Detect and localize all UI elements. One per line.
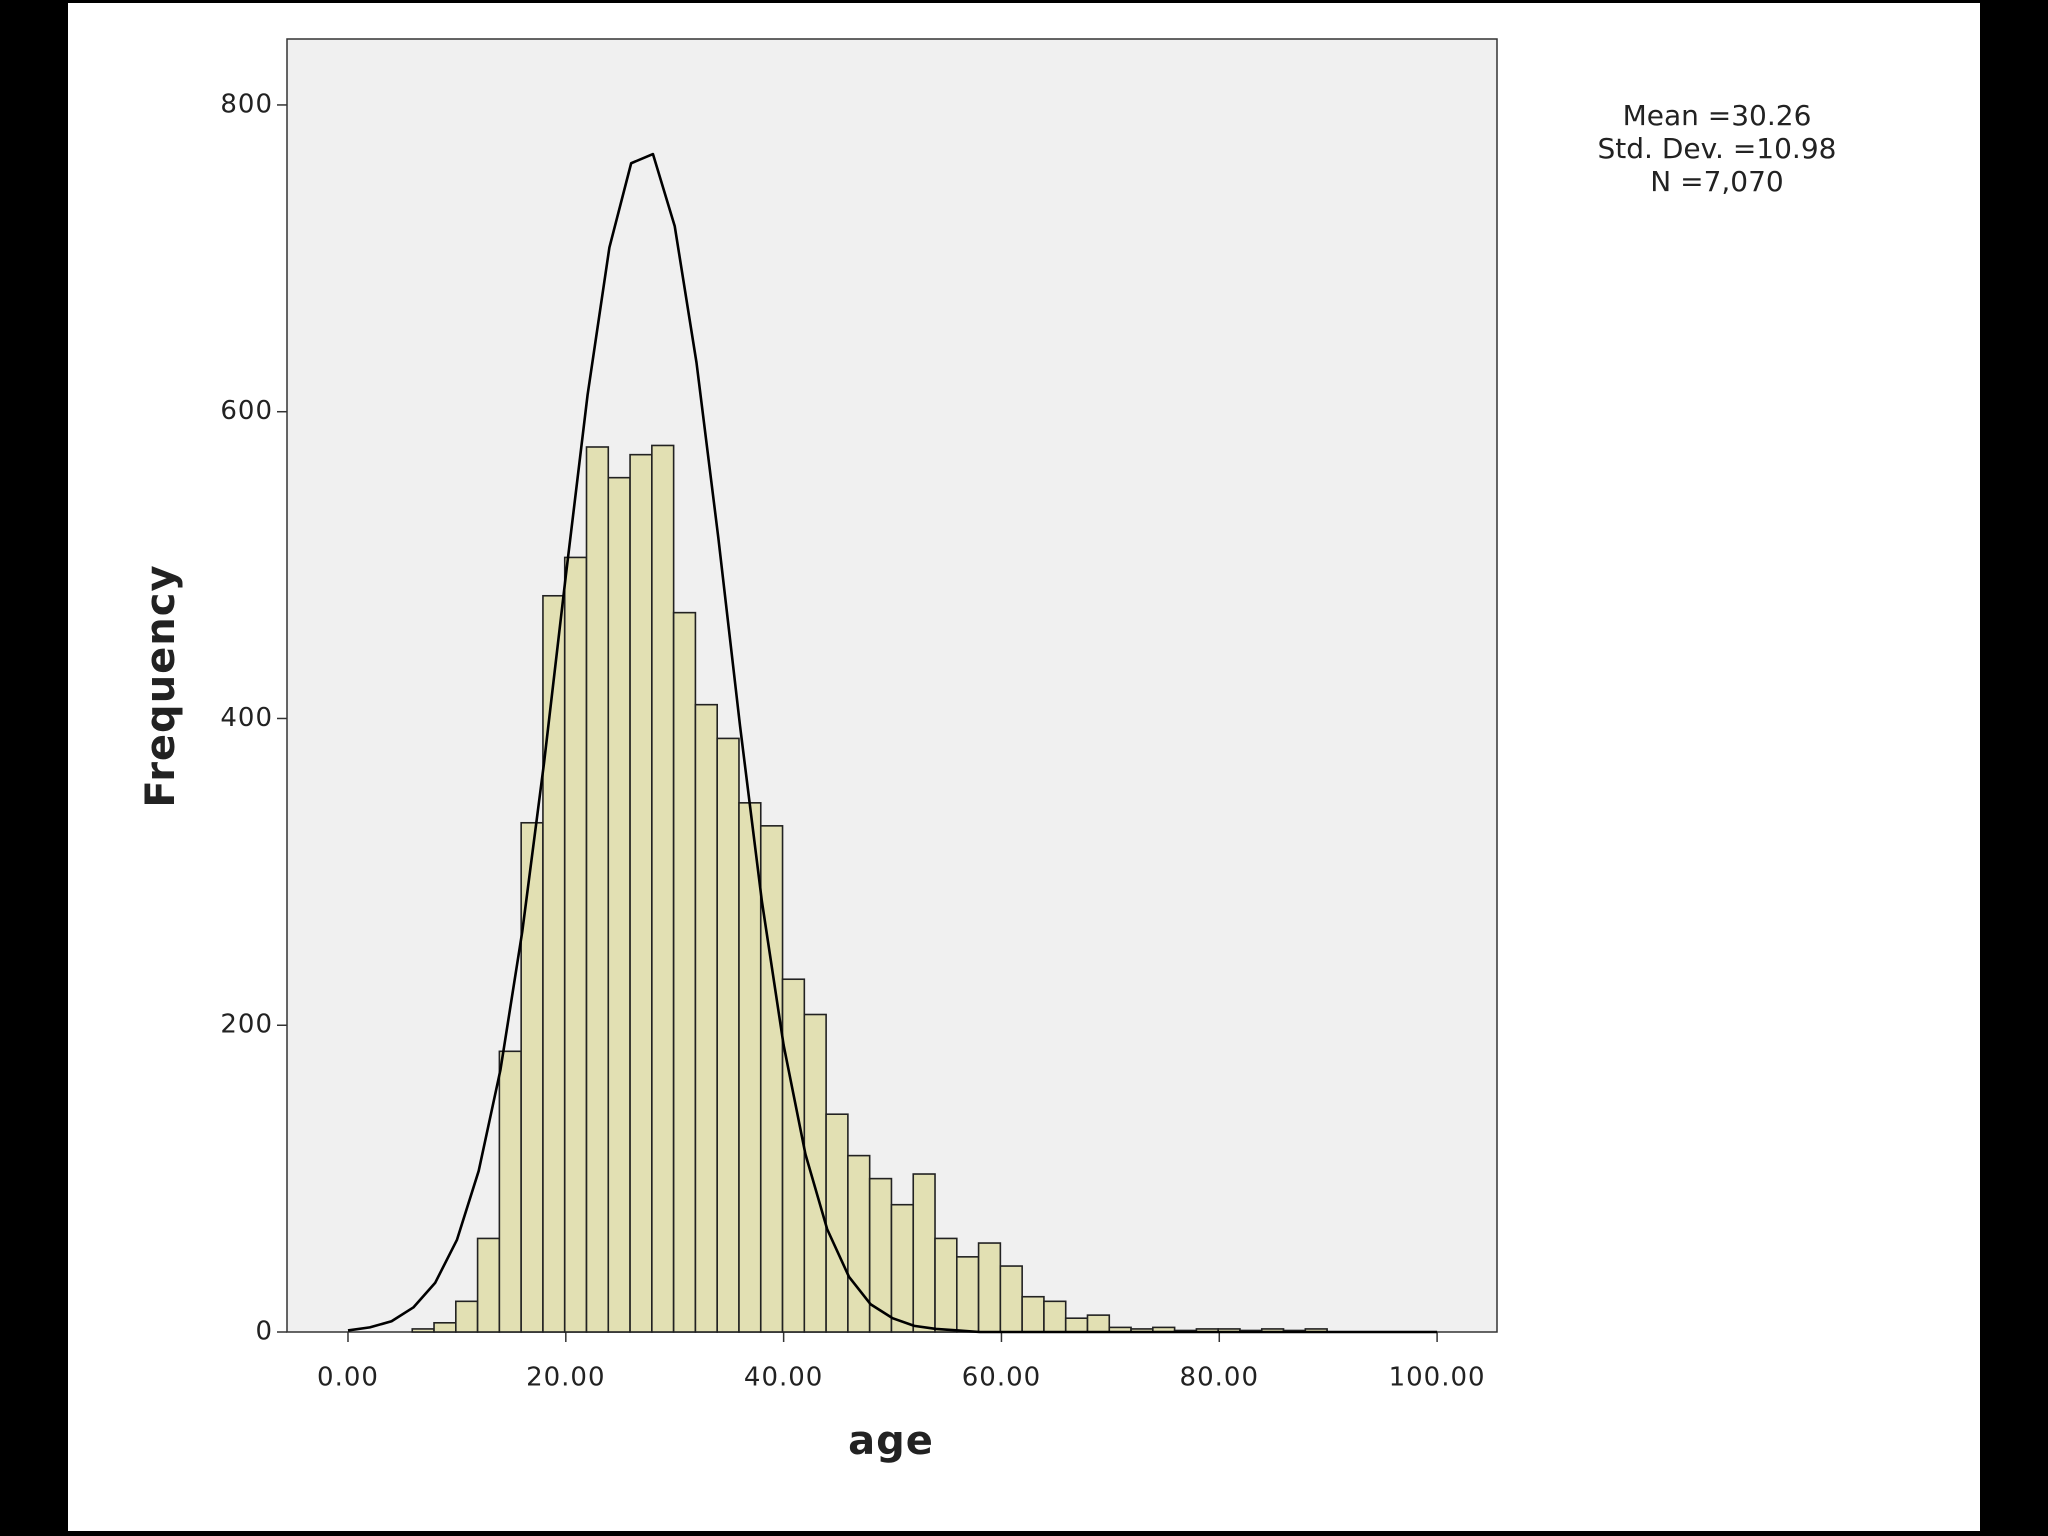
bar: [433, 1321, 457, 1333]
bar: [563, 556, 588, 1333]
bar: [607, 476, 631, 1333]
bar: [738, 802, 762, 1333]
y-tick-label: 800: [220, 89, 273, 119]
bar: [455, 1300, 479, 1333]
bar: [585, 446, 610, 1333]
x-tick-label: 80.00: [1180, 1363, 1259, 1393]
y-tick-label: 400: [220, 703, 273, 733]
bar: [759, 825, 784, 1333]
annotation: Std. Dev. =10.98: [1598, 132, 1837, 165]
y-tick-label: 0: [255, 1317, 273, 1347]
bar: [716, 737, 740, 1333]
bar: [672, 611, 697, 1333]
y-tick-label: 600: [220, 396, 273, 426]
bar: [542, 594, 566, 1333]
annotation: N =7,070: [1650, 165, 1783, 198]
bar: [1064, 1317, 1089, 1333]
bar: [868, 1177, 893, 1333]
bar: [476, 1237, 501, 1333]
bar: [956, 1256, 980, 1333]
bar: [934, 1237, 958, 1333]
x-tick-label: 40.00: [744, 1363, 823, 1393]
bar: [694, 703, 718, 1333]
bar: [629, 453, 653, 1333]
bar: [651, 444, 675, 1333]
bar: [977, 1242, 1002, 1333]
x-tick-label: 0.00: [317, 1363, 379, 1393]
bar: [1086, 1314, 1111, 1333]
bar: [498, 1050, 522, 1333]
bar: [803, 1013, 827, 1333]
normal-curve: [347, 152, 1438, 1334]
bar: [890, 1203, 915, 1333]
x-tick-label: 100.00: [1389, 1363, 1486, 1393]
x-tick-label: 60.00: [962, 1363, 1041, 1393]
bar: [1043, 1300, 1067, 1333]
bar: [912, 1173, 936, 1333]
bar: [781, 978, 806, 1333]
plot-layer: 0 200 400 600 800 0.00 20.00 40.00 60.00 80.00 100…: [220, 89, 1486, 1393]
bar: [999, 1265, 1023, 1333]
bar: [520, 821, 544, 1333]
annotation: Mean =30.26: [1623, 99, 1812, 132]
x-tick-label: 20.00: [526, 1363, 605, 1393]
bar: [825, 1113, 849, 1333]
x-axis-title: age: [848, 1418, 934, 1464]
bar: [1021, 1295, 1045, 1333]
y-axis-title: Frequency: [138, 564, 184, 807]
bar: [411, 1328, 435, 1333]
bar: [847, 1154, 871, 1333]
y-tick-label: 200: [220, 1010, 273, 1040]
plot-area: [286, 38, 1498, 1333]
